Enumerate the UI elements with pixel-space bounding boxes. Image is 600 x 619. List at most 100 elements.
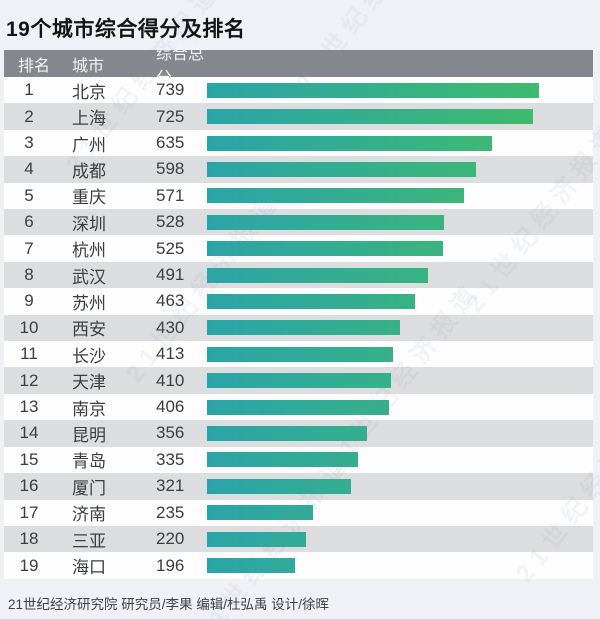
bar-track [207, 531, 593, 547]
score-bar [207, 346, 393, 362]
score-bar [207, 161, 476, 177]
rank-cell: 19 [19, 555, 39, 575]
score-bar [207, 452, 358, 468]
table-row: 16 厦门 321 [4, 473, 593, 500]
city-cell: 北京 [72, 82, 106, 102]
score-bar [207, 214, 444, 230]
city-cell: 厦门 [72, 478, 106, 498]
bar-track [207, 82, 593, 98]
bar-track [207, 241, 593, 257]
city-cell: 苏州 [72, 293, 106, 313]
city-cell: 南京 [72, 399, 106, 419]
bar-track [207, 267, 593, 283]
rank-cell: 17 [19, 502, 39, 522]
table-row: 14 昆明 356 [4, 420, 593, 447]
bar-track [207, 425, 593, 441]
table-row: 13 南京 406 [4, 393, 593, 421]
source-credits: 21世纪经济研究院 研究员/李果 编辑/杜弘禹 设计/徐晖 [8, 596, 330, 612]
table-row: 2 上海 725 [4, 103, 593, 130]
rank-cell: 3 [24, 133, 34, 153]
score-bar [207, 373, 391, 389]
score-bar [207, 241, 443, 257]
score-cell: 406 [156, 397, 185, 417]
bar-track [207, 346, 593, 362]
score-cell: 571 [156, 185, 185, 205]
score-bar [207, 320, 400, 336]
city-cell: 昆明 [72, 425, 106, 445]
rank-cell: 8 [24, 265, 34, 285]
score-bar [207, 82, 539, 98]
table-row: 11 长沙 413 [4, 341, 593, 368]
bar-track [207, 558, 593, 574]
score-cell: 413 [156, 344, 185, 364]
city-cell: 深圳 [72, 214, 106, 234]
bar-track [207, 214, 593, 230]
table-row: 3 广州 635 [4, 129, 593, 157]
table-body: 1 北京 739 2 上海 725 3 广州 635 4 成都 598 5 重庆… [4, 77, 593, 579]
bar-track [207, 293, 593, 309]
city-cell: 三亚 [72, 531, 106, 551]
header-city: 城市 [72, 57, 105, 75]
city-cell: 长沙 [72, 346, 106, 366]
table-row: 6 深圳 528 [4, 209, 593, 236]
ranking-table: 排名 城市 综合总分 1 北京 739 2 上海 725 3 广州 635 4 … [4, 46, 593, 579]
score-bar [207, 531, 306, 547]
score-cell: 430 [156, 317, 185, 337]
rank-cell: 7 [24, 238, 34, 258]
score-cell: 410 [156, 370, 185, 390]
table-row: 8 武汉 491 [4, 261, 593, 289]
score-bar [207, 505, 313, 521]
rank-cell: 13 [19, 397, 39, 417]
rank-cell: 5 [24, 185, 34, 205]
header-rank: 排名 [18, 57, 51, 75]
table-row: 18 三亚 220 [4, 525, 593, 553]
score-bar [207, 478, 351, 494]
city-cell: 海口 [72, 558, 106, 578]
bar-track [207, 161, 593, 177]
city-cell: 杭州 [72, 241, 106, 261]
city-cell: 西安 [72, 320, 106, 340]
chart-title: 19个城市综合得分及排名 [6, 18, 246, 41]
table-row: 19 海口 196 [4, 552, 593, 579]
rank-cell: 12 [19, 370, 39, 390]
bar-track [207, 373, 593, 389]
score-bar [207, 558, 295, 574]
score-cell: 528 [156, 212, 185, 232]
rank-cell: 14 [19, 423, 39, 443]
bar-track [207, 109, 593, 125]
score-cell: 335 [156, 449, 185, 469]
rank-cell: 10 [19, 317, 39, 337]
rank-cell: 6 [24, 212, 34, 232]
score-cell: 463 [156, 291, 185, 311]
bar-track [207, 135, 593, 151]
score-cell: 525 [156, 238, 185, 258]
city-cell: 广州 [72, 135, 106, 155]
rank-cell: 15 [19, 449, 39, 469]
score-bar [207, 425, 367, 441]
table-row: 7 杭州 525 [4, 235, 593, 262]
bar-track [207, 320, 593, 336]
city-cell: 上海 [72, 109, 106, 129]
city-cell: 济南 [72, 505, 106, 525]
score-bar [207, 135, 492, 151]
bar-track [207, 399, 593, 415]
rank-cell: 1 [24, 80, 34, 100]
rank-cell: 9 [24, 291, 34, 311]
table-row: 17 济南 235 [4, 499, 593, 526]
rank-cell: 18 [19, 529, 39, 549]
bar-track [207, 452, 593, 468]
bar-track [207, 478, 593, 494]
score-cell: 321 [156, 476, 185, 496]
score-bar [207, 109, 533, 125]
score-cell: 196 [156, 555, 185, 575]
score-bar [207, 188, 464, 204]
header-score: 综合总分 [156, 45, 205, 87]
city-cell: 青岛 [72, 452, 106, 472]
rank-cell: 11 [20, 344, 38, 364]
rank-cell: 2 [24, 106, 34, 126]
score-cell: 491 [156, 265, 185, 285]
table-header-row: 排名 城市 综合总分 [4, 46, 593, 87]
table-row: 12 天津 410 [4, 367, 593, 394]
score-cell: 356 [156, 423, 185, 443]
